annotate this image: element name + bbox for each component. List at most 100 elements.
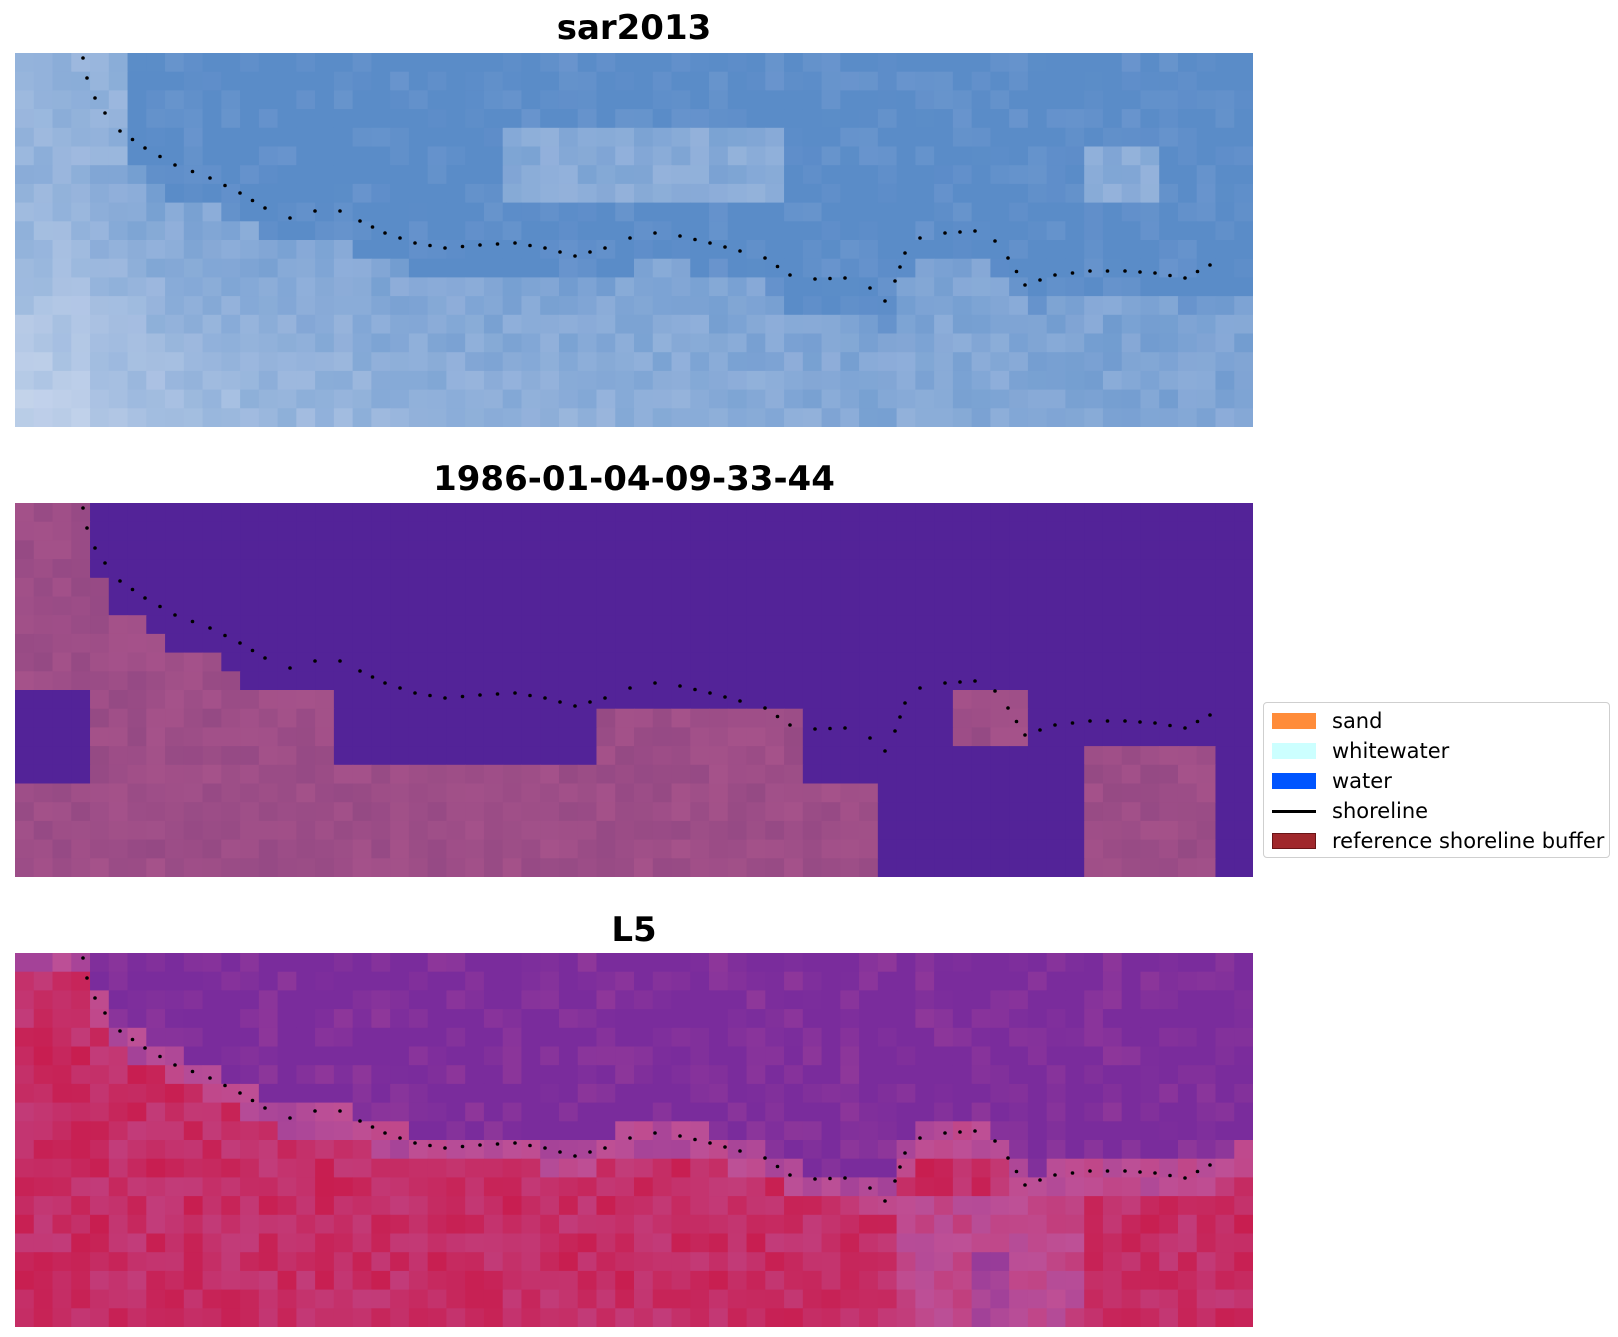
l5-pixel — [240, 1083, 260, 1104]
classification-pixel — [1215, 839, 1235, 859]
l5-shoreline-point — [775, 1164, 780, 1169]
l5-pixel — [1102, 1308, 1123, 1327]
l5-pixel — [596, 1214, 616, 1235]
sar2013-pixel — [784, 389, 804, 409]
classification-pixel — [709, 503, 729, 523]
classification-pixel — [727, 559, 748, 579]
l5-pixel — [202, 1196, 222, 1216]
classification-pixel — [502, 596, 523, 616]
sar2013-pixel — [202, 296, 222, 316]
classification-pixel — [821, 633, 841, 654]
l5-pixel — [108, 1009, 129, 1029]
sar2013-pixel — [333, 183, 354, 204]
classification-pixel — [690, 559, 710, 579]
l5-pixel — [727, 1083, 748, 1104]
sar2013-pixel — [165, 240, 185, 260]
classification-pixel — [127, 783, 147, 803]
classification-pixel — [709, 577, 729, 598]
sar2013-shoreline-point — [93, 96, 97, 100]
classification-pixel — [577, 615, 598, 635]
l5-pixel — [802, 1270, 823, 1291]
l5-pixel — [333, 1214, 354, 1235]
l5-pixel — [127, 1308, 147, 1327]
l5-pixel — [371, 1308, 391, 1327]
l5-pixel — [840, 971, 860, 991]
l5-pixel — [915, 953, 935, 973]
sar2013-pixel — [934, 277, 954, 297]
sar2013-pixel — [615, 202, 635, 222]
sar2013-pixel — [371, 408, 391, 427]
classification-pixel — [596, 727, 616, 747]
sar2013-pixel — [915, 165, 935, 185]
classification-pixel — [1196, 671, 1217, 691]
classification-pixel — [859, 802, 879, 822]
classification-pixel — [33, 746, 54, 766]
classification-pixel — [971, 577, 991, 598]
classification-pixel — [558, 746, 579, 766]
sar2013-pixel — [202, 71, 222, 91]
l5-pixel — [596, 1083, 616, 1104]
l5-pixel — [971, 1270, 991, 1291]
l5-pixel — [1102, 1196, 1123, 1216]
l5-pixel — [296, 990, 316, 1010]
sar2013-pixel — [1177, 71, 1198, 91]
sar2013-pixel — [690, 202, 710, 222]
l5-pixel — [258, 1289, 279, 1309]
classification-pixel — [727, 746, 748, 766]
l5-pixel — [1046, 1158, 1067, 1178]
classification-pixel — [221, 839, 241, 859]
classification-pixel — [221, 540, 241, 560]
classification-pixel — [540, 839, 560, 859]
l5-pixel — [33, 1196, 54, 1216]
l5-shoreline-point — [81, 956, 85, 960]
l5-pixel — [183, 1121, 204, 1141]
classification-pixel — [784, 820, 804, 841]
l5-pixel — [90, 1289, 110, 1309]
classification-pixel — [1084, 708, 1104, 728]
classification-pixel — [315, 802, 335, 822]
l5-pixel — [1215, 1102, 1235, 1122]
classification-pixel — [934, 783, 954, 803]
l5-pixel — [596, 1270, 616, 1291]
classification-pixel — [558, 577, 579, 598]
l5-pixel — [108, 1214, 129, 1235]
sar2013-pixel — [1009, 53, 1029, 73]
sar2013-pixel — [258, 221, 279, 241]
classification-pixel — [1215, 540, 1235, 560]
classification-pixel — [690, 727, 710, 747]
classification-pixel — [521, 764, 541, 785]
l5-pixel — [315, 1046, 335, 1066]
classification-pixel — [634, 633, 654, 654]
l5-pixel — [709, 1308, 729, 1327]
l5-pixel — [784, 971, 804, 991]
sar2013-pixel — [727, 165, 748, 185]
sar2013-shoreline-point — [1006, 256, 1010, 260]
classification-pixel — [877, 596, 898, 616]
l5-pixel — [1065, 1027, 1085, 1048]
sar2013-pixel — [240, 408, 260, 427]
classification-pixel — [183, 802, 204, 822]
classification-pixel — [408, 839, 429, 859]
l5-pixel — [690, 990, 710, 1010]
sar2013-pixel — [727, 240, 748, 260]
l5-pixel — [540, 1252, 560, 1272]
l5-pixel — [52, 1121, 72, 1141]
sar2013-pixel — [1065, 165, 1085, 185]
sar2013-pixel — [652, 296, 673, 316]
l5-pixel — [258, 1214, 279, 1235]
sar2013-pixel — [146, 333, 166, 353]
sar2013-pixel — [521, 352, 541, 372]
sar2013-pixel — [840, 240, 860, 260]
classification-pixel — [690, 858, 710, 877]
l5-pixel — [877, 1270, 898, 1291]
classification-pixel — [371, 708, 391, 728]
l5-pixel — [765, 1308, 785, 1327]
classification-pixel — [840, 596, 860, 616]
l5-pixel — [990, 990, 1010, 1010]
classification-pixel — [784, 783, 804, 803]
l5-pixel — [1046, 1083, 1067, 1104]
sar2013-pixel — [1159, 165, 1179, 185]
l5-pixel — [859, 1270, 879, 1291]
sar2013-pixel — [652, 258, 673, 278]
l5-pixel — [971, 1102, 991, 1122]
